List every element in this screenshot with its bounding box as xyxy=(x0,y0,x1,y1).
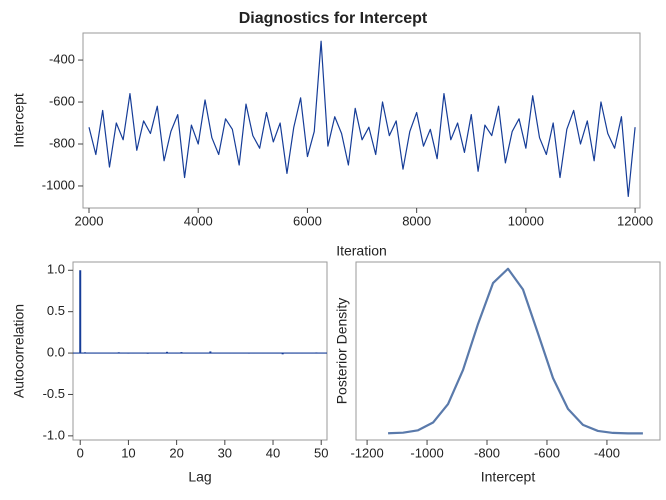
plot-frame xyxy=(355,261,661,441)
plot-frame xyxy=(82,32,641,209)
y-tick-label: -400 xyxy=(49,52,75,67)
y-tick-label: -800 xyxy=(49,135,75,150)
x-tick-label: 20 xyxy=(169,445,183,460)
x-axis-label: Intercept xyxy=(481,469,536,485)
x-tick-label: -600 xyxy=(534,445,560,460)
y-tick-label: 0.0 xyxy=(47,345,65,360)
x-tick-label: 6000 xyxy=(293,213,322,228)
chart-title: Diagnostics for Intercept xyxy=(239,10,428,27)
x-tick-label: 8000 xyxy=(402,213,431,228)
x-tick-label: 10000 xyxy=(508,213,544,228)
y-tick-label: -1.0 xyxy=(43,427,65,442)
y-tick-label: 1.0 xyxy=(47,262,65,277)
y-axis-label: Posterior Density xyxy=(334,298,350,405)
y-tick-label: -600 xyxy=(49,93,75,108)
x-tick-label: 0 xyxy=(77,445,84,460)
x-axis-label: Iteration xyxy=(336,243,387,259)
x-tick-label: -1000 xyxy=(410,445,443,460)
x-tick-label: 30 xyxy=(218,445,232,460)
y-axis-label: Autocorrelation xyxy=(11,304,27,398)
x-tick-label: 2000 xyxy=(75,213,104,228)
x-tick-label: 4000 xyxy=(184,213,213,228)
x-tick-label: -1200 xyxy=(350,445,383,460)
y-tick-label: -1000 xyxy=(42,177,75,192)
y-tick-label: 0.5 xyxy=(47,303,65,318)
plot-frame xyxy=(72,261,328,441)
data-line xyxy=(388,267,643,435)
x-tick-label: -400 xyxy=(594,445,620,460)
data-line xyxy=(88,40,636,198)
x-tick-label: 50 xyxy=(314,445,328,460)
y-tick-label: -0.5 xyxy=(43,386,65,401)
x-tick-label: 10 xyxy=(121,445,135,460)
x-axis-label: Lag xyxy=(188,469,211,485)
y-axis-label: Intercept xyxy=(11,93,27,148)
x-tick-label: 12000 xyxy=(617,213,653,228)
x-tick-label: -800 xyxy=(474,445,500,460)
x-tick-label: 40 xyxy=(266,445,280,460)
